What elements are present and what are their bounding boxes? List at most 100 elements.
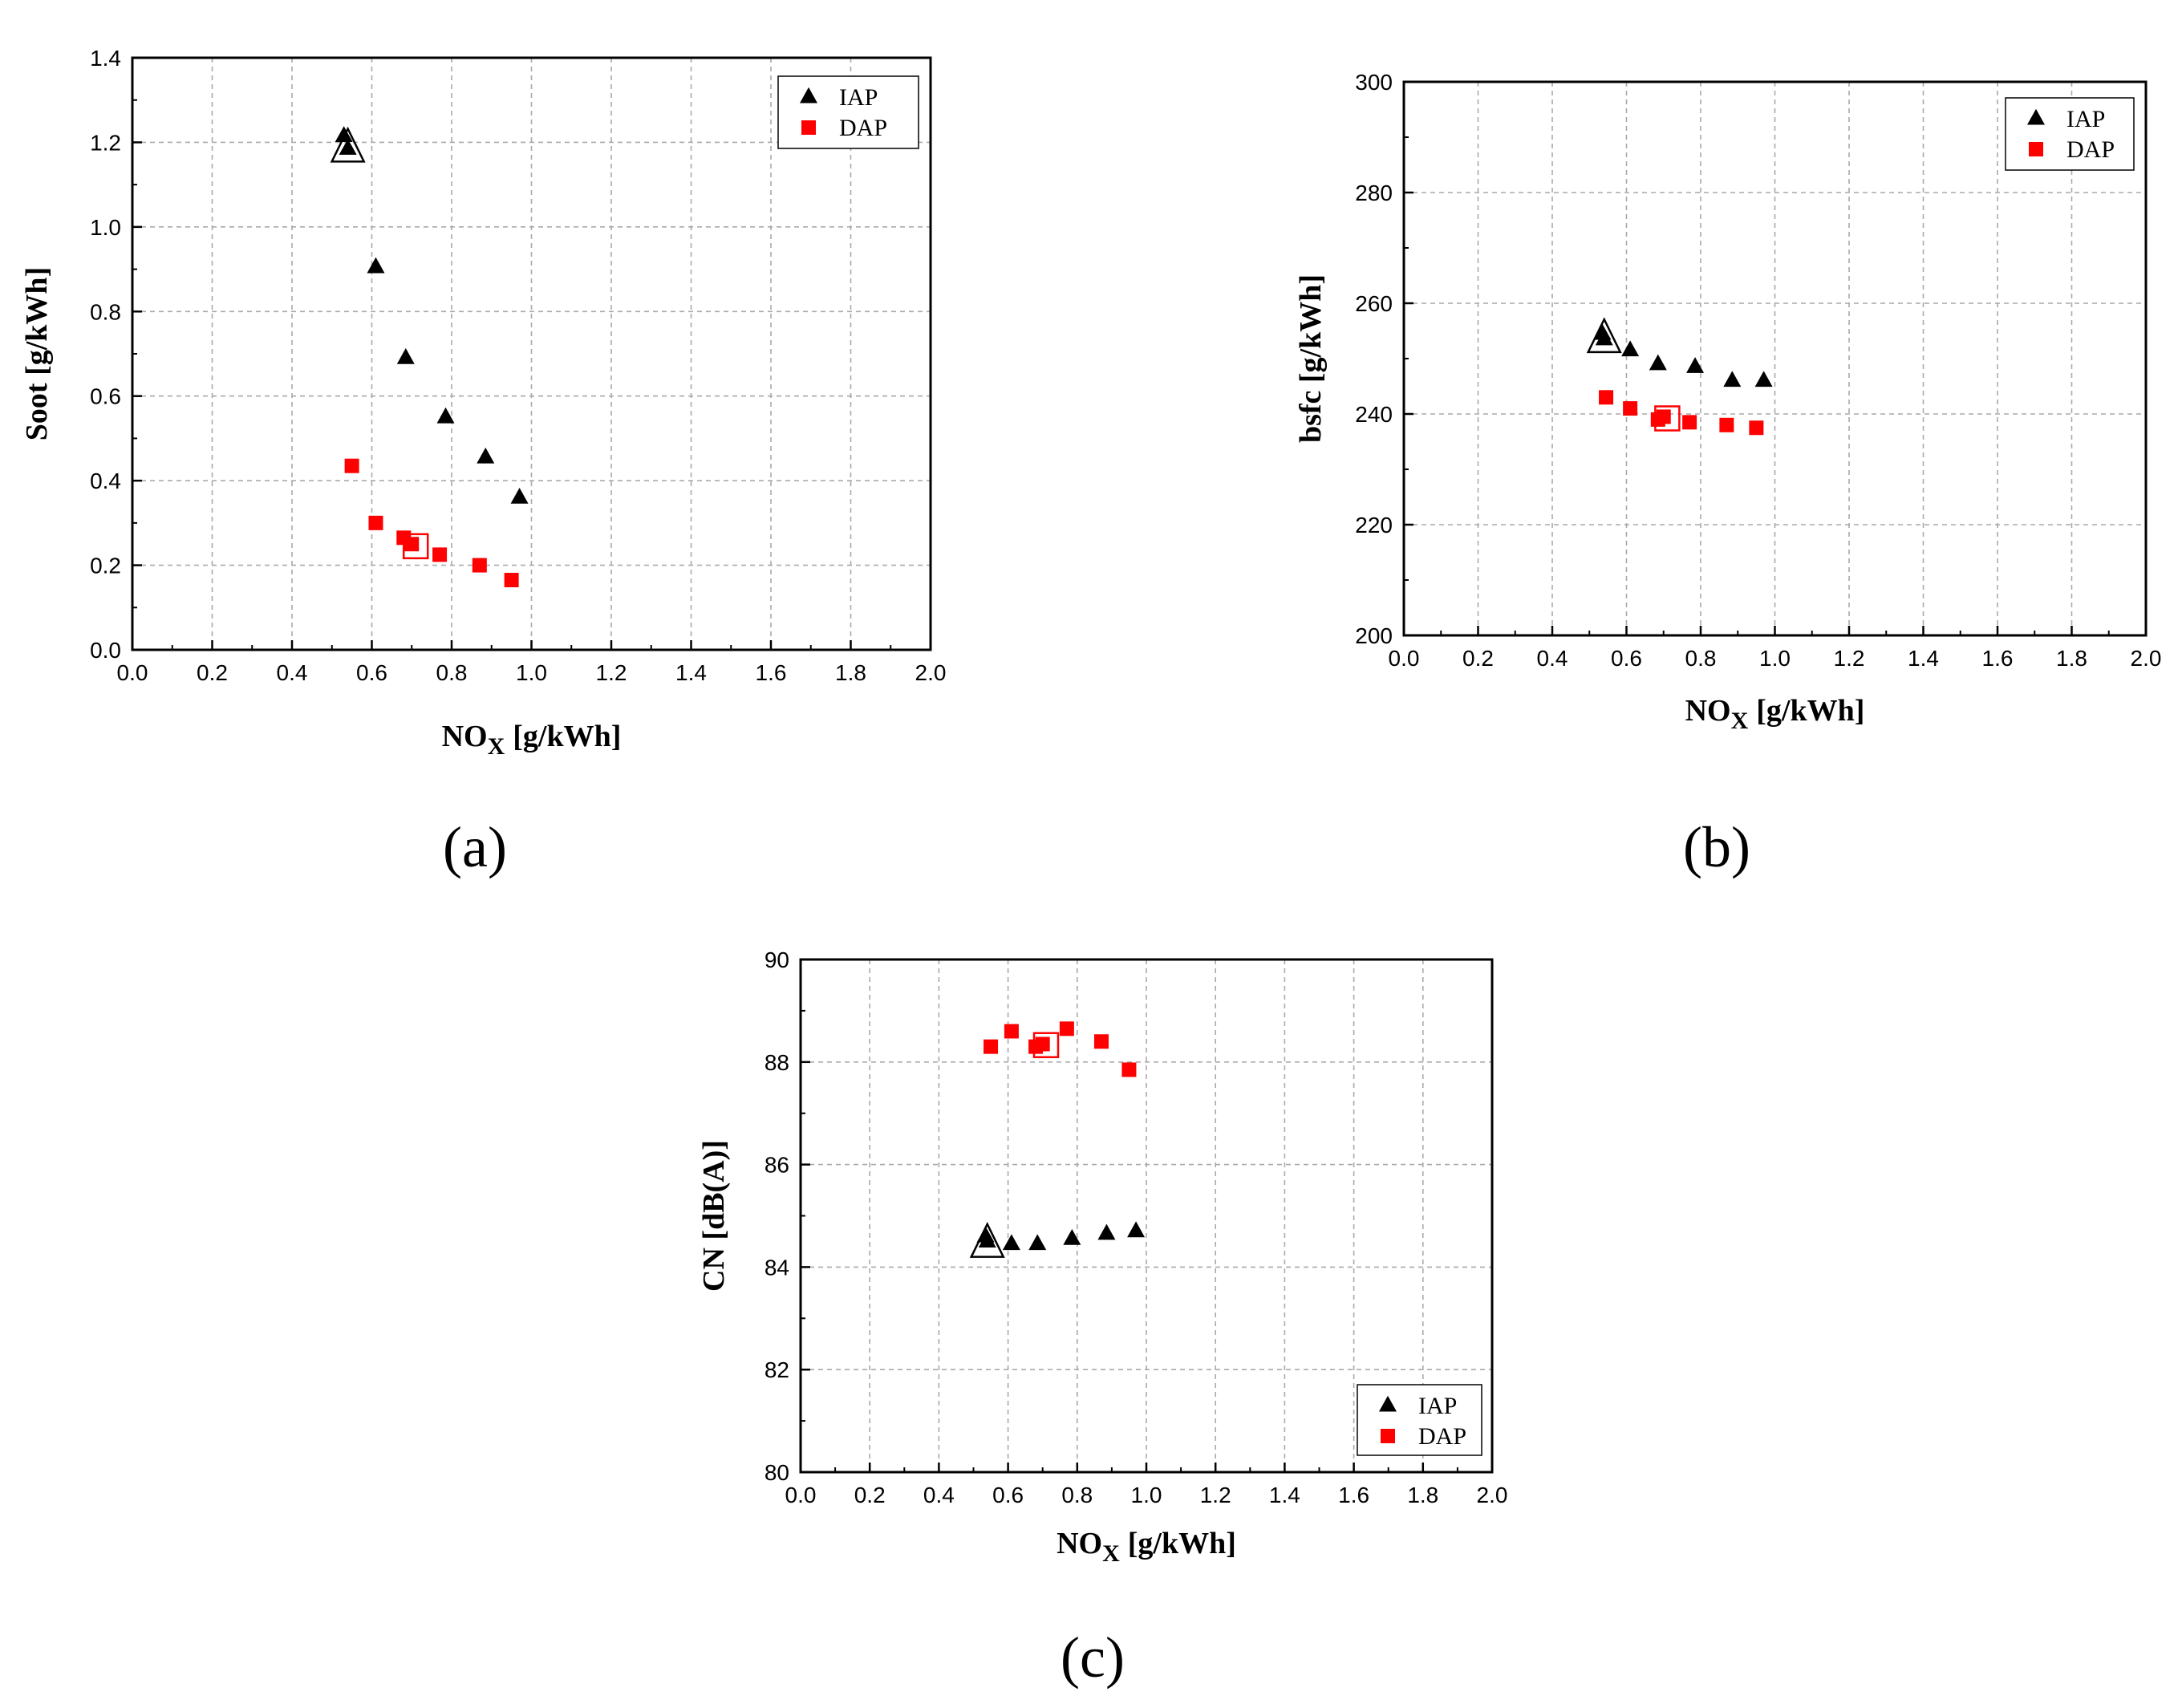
legend-iap-marker [1379, 1395, 1397, 1412]
dap-highlight-marker [1654, 405, 1681, 432]
dap-point [404, 537, 420, 552]
x-tick-label: 1.0 [1131, 1483, 1162, 1507]
x-axis-label: NOX [g/kWh] [1057, 1527, 1236, 1567]
iap-point [335, 126, 353, 143]
iap-point [396, 347, 415, 364]
y-tick-label: 80 [765, 1460, 789, 1485]
x-tick-label: 2.0 [2131, 646, 2162, 671]
y-tick-label: 1.2 [90, 130, 121, 155]
iap-point [1686, 357, 1705, 373]
y-tick-label: 90 [765, 947, 789, 972]
x-tick-label: 1.6 [1338, 1483, 1369, 1507]
iap-highlight-marker [969, 1222, 1005, 1258]
x-tick-label: 1.2 [1834, 646, 1865, 671]
x-tick-label: 1.6 [756, 660, 787, 685]
dap-point [1599, 390, 1614, 405]
dap-point [472, 558, 487, 573]
dap-point [1121, 1062, 1137, 1077]
iap-point [1028, 1234, 1047, 1251]
x-axis-label-unit: [g/kWh] [1128, 1527, 1236, 1560]
x-tick-label: 0.2 [197, 660, 228, 685]
x-tick-label: 1.6 [1982, 646, 2014, 671]
legend-label: DAP [2066, 136, 2115, 163]
iap-highlight-marker [1586, 317, 1622, 354]
x-tick-label: 0.8 [436, 660, 468, 685]
dap-point [1093, 1034, 1109, 1049]
x-tick-label: 0.0 [117, 660, 148, 685]
legend-iap-marker [2027, 108, 2045, 125]
iap-point [436, 407, 455, 424]
dap-point [432, 547, 448, 562]
dap-point [504, 573, 519, 588]
x-axis-label-unit: [g/kWh] [1756, 694, 1864, 728]
x-axis-label-main: NO [1685, 694, 1731, 728]
legend-label: IAP [2066, 106, 2105, 132]
y-tick-label: 88 [765, 1050, 789, 1075]
chart-panel-b: 0.0 0.2 0.4 0.6 0.8 1.0 1.2 1.4 1.6 1.8 2.0 200 220 2… [1294, 70, 2161, 734]
legend-box [777, 75, 919, 149]
x-tick-label: 0.0 [1389, 646, 1420, 671]
x-tick-label: 2.0 [915, 660, 947, 685]
y-tick-label: 84 [765, 1255, 789, 1280]
x-tick-label: 1.8 [835, 660, 866, 685]
y-tick-label: 0.8 [90, 299, 121, 324]
dap-point [1004, 1024, 1019, 1039]
y-tick-label: 86 [765, 1153, 789, 1178]
x-axis-label-subscript: X [488, 733, 505, 760]
x-axis-label-main: NO [442, 720, 488, 753]
iap-highlight-marker [330, 126, 366, 163]
iap-point [1002, 1234, 1020, 1251]
iap-point [477, 447, 495, 464]
legend-dap-marker [1381, 1429, 1395, 1443]
legend-label: DAP [1418, 1423, 1466, 1450]
dap-point [344, 458, 359, 473]
y-axis-label: bsfc [g/kWh] [1294, 274, 1328, 443]
iap-point [978, 1231, 996, 1248]
iap-point [339, 139, 357, 155]
x-tick-label: 0.6 [356, 660, 387, 685]
x-tick-label: 1.0 [1759, 646, 1791, 671]
y-tick-label: 0.6 [90, 384, 121, 409]
dap-point [1623, 401, 1638, 416]
iap-point [510, 487, 529, 504]
x-tick-label: 0.4 [1537, 646, 1568, 671]
iap-point [1754, 371, 1773, 387]
x-tick-label: 1.8 [1407, 1483, 1438, 1507]
x-axis-label: NOX [g/kWh] [442, 720, 622, 760]
legend-dap-marker [801, 120, 816, 135]
y-tick-label: 1.4 [90, 46, 121, 71]
x-tick-label: 0.8 [1061, 1483, 1093, 1507]
x-axis-label-subscript: X [1731, 708, 1749, 734]
x-tick-label: 1.4 [1908, 646, 1939, 671]
y-tick-label: 1.0 [90, 215, 121, 240]
panel-label-c: (c) [1061, 1625, 1125, 1690]
iap-point [1649, 354, 1667, 371]
y-tick-label: 0.2 [90, 554, 121, 578]
x-tick-label: 0.2 [1462, 646, 1494, 671]
iap-point [1723, 371, 1742, 387]
panel-label-a: (a) [443, 815, 507, 879]
x-tick-label: 1.0 [516, 660, 547, 685]
dap-point [1682, 415, 1697, 430]
legend-box [1357, 1384, 1482, 1456]
y-tick-label: 0.4 [90, 469, 121, 493]
dap-point [1749, 420, 1764, 436]
legend-box [2005, 97, 2135, 171]
panel-label-b: (b) [1683, 815, 1750, 879]
iap-point [367, 257, 385, 274]
dap-point [368, 515, 383, 530]
x-axis-label-unit: [g/kWh] [513, 720, 621, 753]
chart-panel-c: 0.0 0.2 0.4 0.6 0.8 1.0 1.2 1.4 1.6 1.8 2.0 80 82 84 8… [697, 947, 1507, 1567]
x-axis-label-main: NO [1057, 1527, 1102, 1560]
y-axis-label: CN [dB(A)] [697, 1140, 731, 1292]
x-tick-label: 1.4 [675, 660, 707, 685]
x-tick-label: 0.2 [854, 1483, 886, 1507]
dap-highlight-marker [402, 533, 429, 560]
y-tick-label: 0.0 [90, 638, 121, 663]
y-tick-label: 300 [1355, 70, 1393, 95]
y-tick-label: 220 [1355, 513, 1393, 538]
x-tick-label: 0.6 [992, 1483, 1024, 1507]
dap-highlight-marker [1032, 1032, 1060, 1058]
iap-point [1097, 1223, 1116, 1240]
